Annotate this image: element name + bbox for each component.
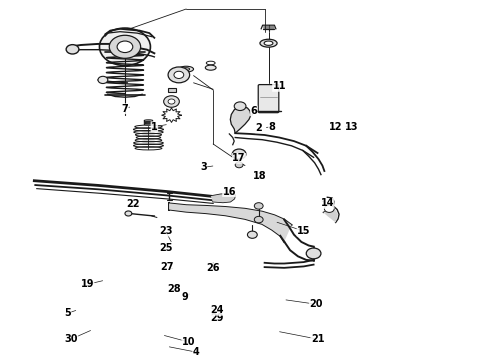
Text: 4: 4 [193, 347, 199, 357]
Circle shape [232, 149, 246, 159]
Ellipse shape [205, 65, 216, 70]
Text: 14: 14 [320, 198, 334, 208]
Text: 25: 25 [159, 243, 172, 253]
Circle shape [235, 162, 243, 168]
Text: 7: 7 [122, 104, 128, 114]
Text: 19: 19 [80, 279, 94, 289]
Circle shape [254, 203, 263, 209]
Text: 8: 8 [269, 122, 275, 132]
Text: 2: 2 [255, 123, 262, 133]
FancyBboxPatch shape [258, 85, 279, 113]
Circle shape [109, 35, 141, 58]
Text: 10: 10 [182, 337, 196, 347]
Text: 5: 5 [64, 308, 71, 318]
Text: 3: 3 [200, 162, 207, 172]
Text: 6: 6 [250, 106, 257, 116]
Text: 16: 16 [222, 186, 236, 197]
Text: 12: 12 [329, 122, 343, 132]
Text: 20: 20 [309, 299, 323, 309]
Circle shape [174, 71, 184, 78]
Circle shape [117, 41, 133, 53]
Bar [168, 88, 176, 92]
Polygon shape [323, 206, 338, 222]
Circle shape [164, 96, 179, 107]
Circle shape [98, 76, 108, 84]
Text: 18: 18 [253, 171, 267, 181]
Polygon shape [169, 203, 292, 242]
Text: 15: 15 [297, 226, 311, 236]
Text: 26: 26 [206, 263, 220, 273]
Text: 1: 1 [151, 122, 158, 132]
Circle shape [99, 28, 150, 66]
Text: 13: 13 [345, 122, 359, 132]
Ellipse shape [260, 39, 277, 47]
Text: 17: 17 [232, 153, 246, 163]
Polygon shape [230, 106, 251, 133]
Text: 24: 24 [210, 305, 223, 315]
Text: 21: 21 [311, 334, 324, 344]
Circle shape [254, 216, 263, 223]
Circle shape [306, 248, 321, 259]
Circle shape [168, 99, 175, 104]
Text: 9: 9 [182, 292, 189, 302]
Text: 27: 27 [160, 262, 173, 272]
Circle shape [324, 205, 334, 212]
Circle shape [247, 231, 257, 238]
Text: 23: 23 [159, 226, 172, 236]
Ellipse shape [264, 41, 273, 45]
Text: 29: 29 [210, 312, 223, 323]
Text: 11: 11 [272, 81, 286, 91]
Circle shape [125, 211, 132, 216]
Ellipse shape [179, 66, 194, 72]
Circle shape [66, 45, 79, 54]
Text: 28: 28 [167, 284, 181, 294]
Text: 22: 22 [126, 199, 140, 210]
Polygon shape [211, 194, 235, 202]
Text: 30: 30 [64, 334, 78, 344]
Circle shape [168, 67, 190, 83]
Circle shape [234, 102, 246, 111]
